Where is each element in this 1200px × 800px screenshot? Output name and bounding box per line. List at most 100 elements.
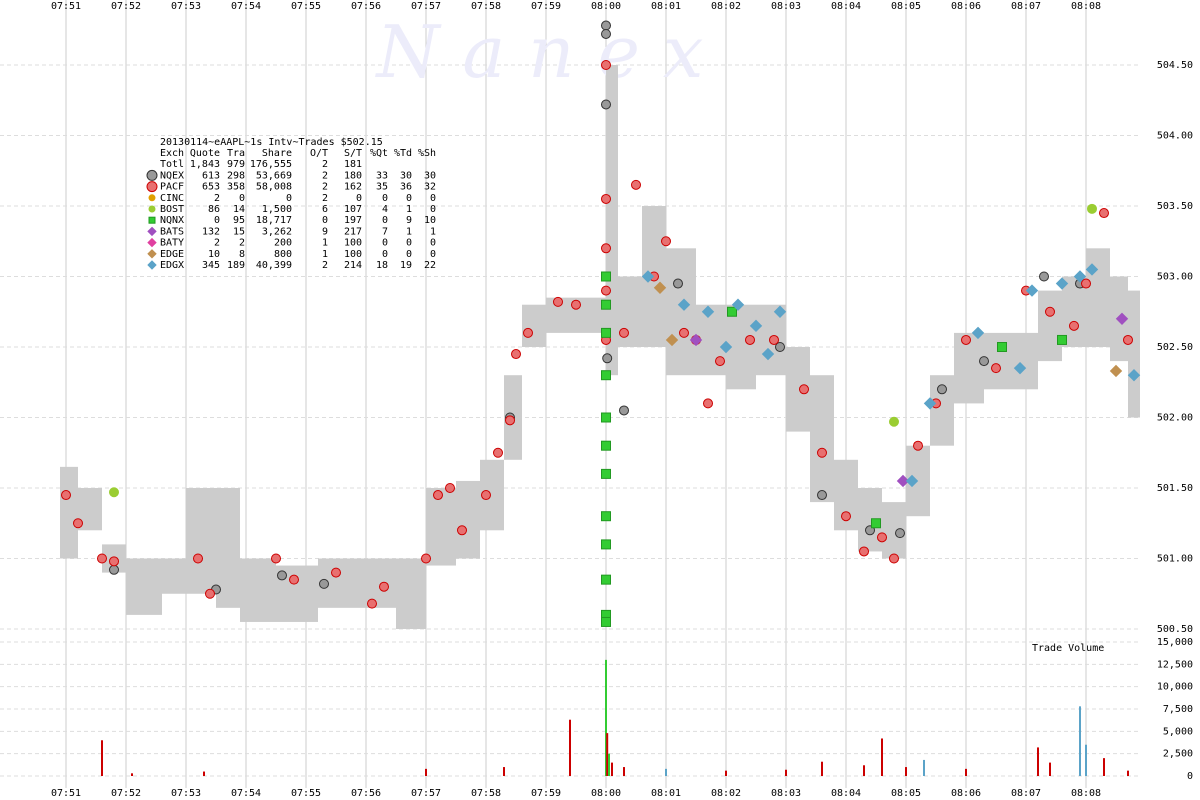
trade-mark (817, 447, 827, 458)
legend-stat: 14 (233, 204, 245, 215)
volume-bar (1079, 706, 1081, 776)
trade-mark (661, 236, 671, 247)
volume-bar (785, 769, 787, 776)
legend-symbol (147, 249, 157, 259)
legend-stat: 0 (430, 193, 436, 204)
legend-stat: 100 (344, 238, 362, 249)
x-tick-label: 08:04 (831, 788, 861, 799)
trade-mark (773, 305, 787, 318)
legend-stat: 10 (208, 249, 220, 260)
x-tick-label: 08:06 (951, 788, 981, 799)
volume-bar (1127, 770, 1129, 776)
legend-stat: 0 (322, 215, 328, 226)
legend-stat: 0 (406, 193, 412, 204)
x-tick-label: 08:00 (591, 1, 621, 12)
y-tick-label: 501.00 (1157, 554, 1193, 565)
trade-mark (601, 60, 611, 70)
trade-mark (433, 490, 443, 501)
legend-stat: 30 (424, 170, 436, 181)
trade-mark (719, 340, 733, 354)
volume-bar (1037, 747, 1039, 776)
legend-stat: 180 (344, 170, 362, 181)
trade-mark (289, 574, 299, 585)
legend-stat: 2 (214, 238, 220, 249)
trade-mark (1109, 364, 1123, 378)
trade-mark (1039, 271, 1049, 282)
quote-range (522, 304, 546, 347)
volume-bar (203, 771, 205, 776)
legend-stat: 3,262 (262, 226, 292, 237)
legend-total: 1,843 (190, 159, 220, 170)
quote-range (186, 488, 216, 594)
trade-mark (73, 518, 83, 529)
legend-stat: 0 (382, 238, 388, 249)
quote-range (456, 480, 480, 559)
trade-mark (1099, 208, 1109, 219)
legend-total: 181 (344, 159, 362, 170)
volume-bar (425, 768, 427, 776)
y2-tick-label: 12,500 (1157, 659, 1193, 670)
trade-mark (601, 370, 611, 381)
legend-stat: 0 (382, 215, 388, 226)
legend-name: EDGX (160, 260, 184, 271)
legend-stat: 4 (382, 204, 388, 215)
trade-mark (205, 588, 215, 599)
trade-mark (193, 553, 203, 564)
x-tick-label: 08:08 (1071, 1, 1101, 12)
trade-mark (109, 556, 119, 567)
trade-mark (937, 384, 947, 395)
trade-mark (601, 412, 611, 423)
trade-mark (641, 270, 655, 283)
x-tick-label: 07:51 (51, 1, 81, 12)
legend-symbol (147, 226, 157, 237)
legend-stat: 653 (202, 182, 220, 193)
quote-range (426, 488, 456, 566)
trade-mark (841, 511, 851, 522)
x-tick-label: 08:05 (891, 1, 921, 12)
legend-stat: 0 (239, 193, 245, 204)
legend-stat: 22 (424, 260, 436, 271)
trade-mark (715, 356, 725, 367)
legend-header: %Qt (370, 148, 388, 159)
legend-stat: 2 (214, 193, 220, 204)
legend-stat: 1 (322, 249, 328, 260)
quote-range (954, 332, 984, 404)
trade-mark (905, 474, 919, 488)
legend-stat: 18 (376, 260, 388, 271)
volume-bar (608, 753, 610, 776)
trade-mark (601, 327, 611, 338)
trade-mark (601, 574, 611, 585)
legend-title: 20130114~eAAPL~1s Intv~Trades $502.15 (160, 137, 383, 148)
legend-stat: 298 (227, 170, 245, 181)
volume-bar (863, 765, 865, 776)
legend-total: Totl (160, 159, 184, 170)
x-tick-label: 07:56 (351, 1, 381, 12)
y-tick-label: 503.00 (1157, 272, 1193, 283)
legend-stat: 214 (344, 260, 362, 271)
trade-mark (895, 528, 905, 539)
legend-stat: 32 (424, 182, 436, 193)
trade-mark (979, 356, 989, 367)
volume-bar (821, 761, 823, 776)
trade-mark (421, 553, 431, 564)
trade-mark (601, 299, 611, 310)
trade-mark (701, 305, 715, 318)
trade-mark (601, 440, 611, 451)
y2-tick-label: 7,500 (1163, 704, 1193, 715)
quote-range (1128, 290, 1140, 418)
legend-stat: 0 (214, 215, 220, 226)
legend-header: O/T (310, 148, 328, 159)
trade-mark (109, 487, 119, 498)
legend-stat: 2 (322, 260, 328, 271)
trade-mark (997, 342, 1007, 352)
trade-mark (1013, 361, 1027, 375)
volume-bar (606, 733, 609, 776)
legend-stat: 358 (227, 182, 245, 193)
volume-bar (605, 659, 607, 776)
quote-range (606, 65, 618, 376)
volume-bar (1085, 744, 1087, 776)
trade-mark (1073, 270, 1087, 283)
trade-mark (665, 333, 679, 347)
trade-mark (1025, 284, 1039, 297)
trade-mark (1081, 278, 1091, 289)
